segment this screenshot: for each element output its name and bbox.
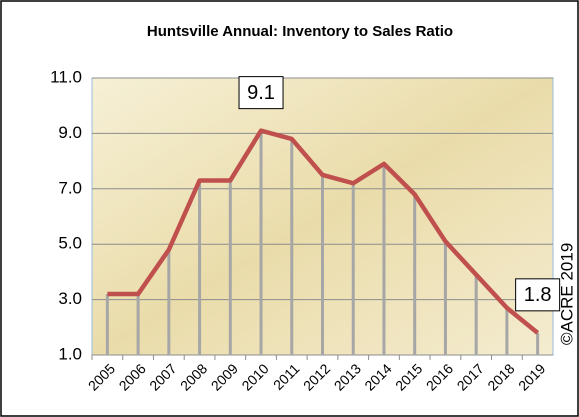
series-line — [107, 128, 540, 335]
chart-title: Huntsville Annual: Inventory to Sales Ra… — [147, 23, 453, 40]
data-label: 1.8 — [524, 284, 552, 306]
data-label-box — [515, 278, 561, 312]
y-tick-label: 1.0 — [58, 344, 82, 363]
data-label: 9.1 — [247, 82, 275, 104]
copyright: ©ACRE 2019 — [557, 243, 576, 345]
y-tick-label: 3.0 — [58, 289, 82, 308]
y-tick-label: 7.0 — [58, 178, 82, 197]
data-label-box — [238, 76, 284, 110]
y-tick-label: 5.0 — [58, 234, 82, 253]
y-tick-label: 9.0 — [58, 123, 82, 142]
y-tick-label: 11.0 — [50, 67, 82, 86]
